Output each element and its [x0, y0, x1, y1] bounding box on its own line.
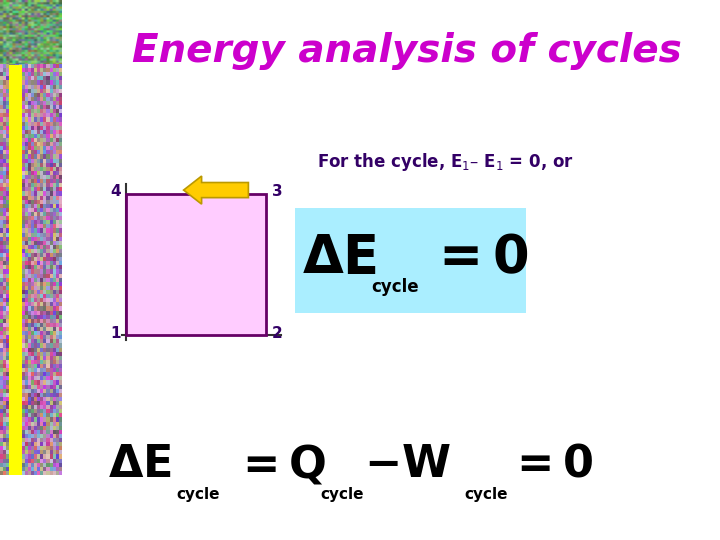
- Text: $\mathbf{= 0}$: $\mathbf{= 0}$: [428, 232, 529, 285]
- Text: $\mathbf{= Q}$: $\mathbf{= Q}$: [234, 442, 326, 487]
- Bar: [126, 194, 266, 335]
- Text: 1: 1: [110, 326, 121, 341]
- FancyArrow shape: [184, 176, 248, 204]
- Text: $\mathbf{\Delta E}$: $\mathbf{\Delta E}$: [108, 443, 171, 486]
- Text: $\mathbf{- W}$: $\mathbf{- W}$: [364, 443, 451, 486]
- Text: 3: 3: [272, 184, 283, 199]
- Text: Energy analysis of cycles: Energy analysis of cycles: [132, 32, 682, 70]
- Bar: [9, 65, 22, 475]
- Text: $\mathbf{\Delta E}$: $\mathbf{\Delta E}$: [302, 232, 377, 285]
- Text: 2: 2: [272, 326, 283, 341]
- Text: cycle: cycle: [176, 487, 220, 502]
- Text: $\mathbf{= 0}$: $\mathbf{= 0}$: [508, 443, 593, 486]
- Text: cycle: cycle: [320, 487, 364, 502]
- Text: cycle: cycle: [371, 278, 418, 296]
- Text: For the cycle, E$_1$– E$_1$ = 0, or: For the cycle, E$_1$– E$_1$ = 0, or: [317, 151, 574, 173]
- Bar: [295, 208, 526, 313]
- Text: cycle: cycle: [464, 487, 508, 502]
- Text: 4: 4: [110, 184, 121, 199]
